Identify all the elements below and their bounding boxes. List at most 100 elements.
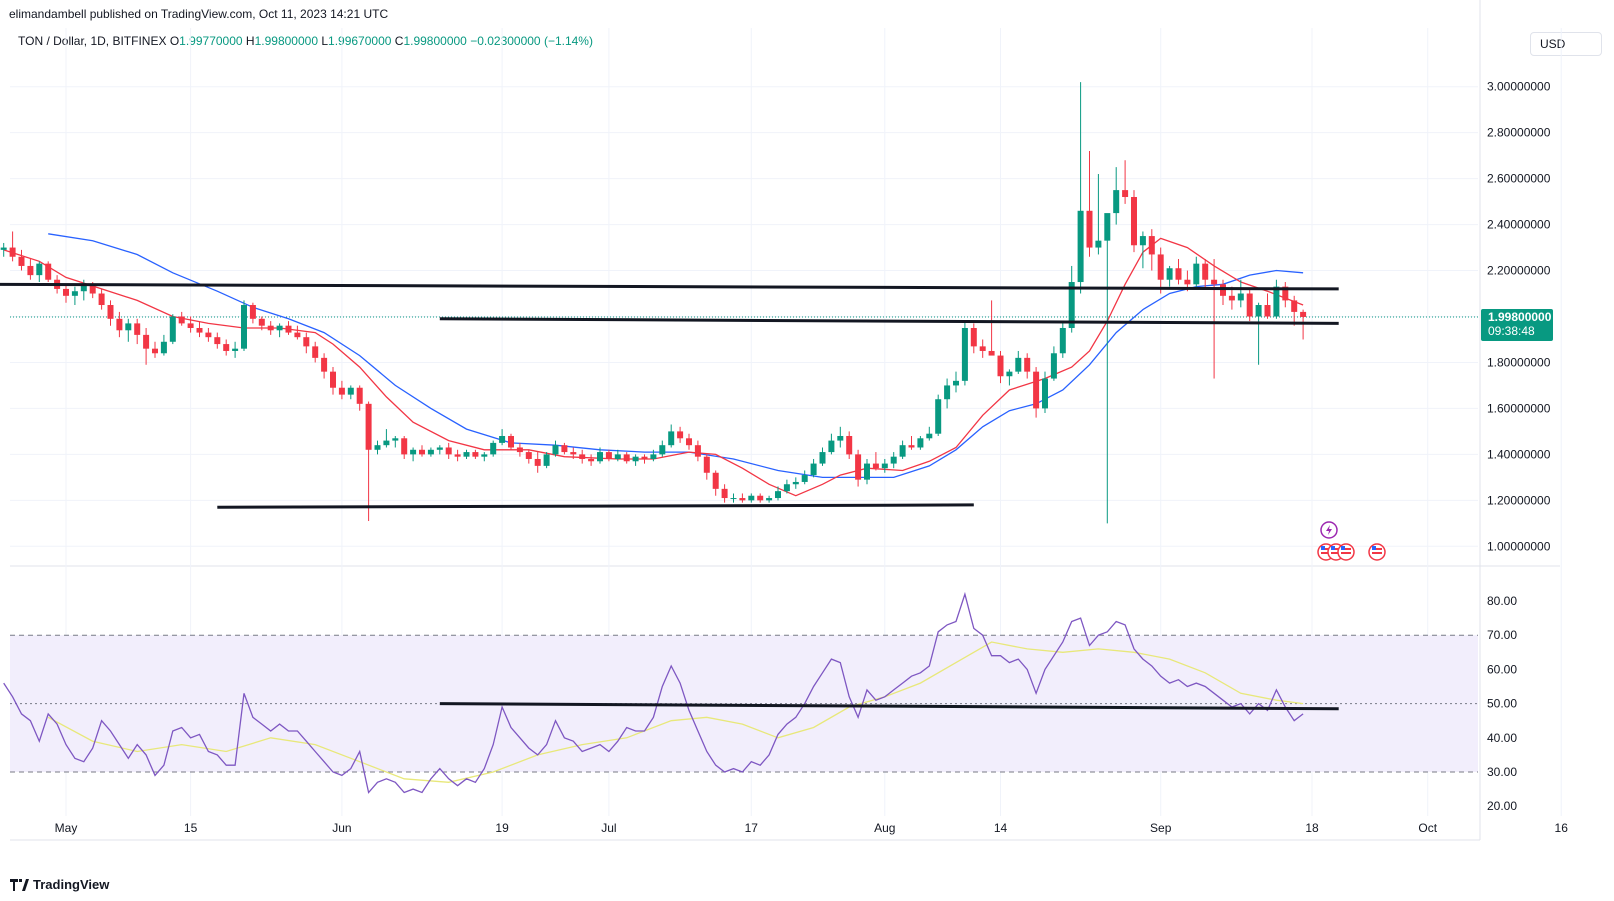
candle-body — [321, 357, 328, 372]
close-label: C — [394, 34, 404, 48]
change-value: −0.02300000 (−1.14%) — [470, 34, 593, 48]
candle-body — [1264, 305, 1271, 317]
time-tick-label: 14 — [994, 821, 1008, 835]
candle-body — [116, 318, 123, 331]
candle-body — [641, 456, 648, 459]
candle-body — [1077, 210, 1084, 283]
symbol-label[interactable]: TON / Dollar, 1D, BITFINEX — [18, 34, 167, 48]
candle-body — [846, 435, 853, 455]
candle-body — [588, 458, 595, 462]
candle-body — [961, 327, 968, 381]
candle-body — [1033, 371, 1040, 409]
candle-body — [107, 305, 114, 319]
candle-body — [1184, 279, 1191, 285]
candle-body — [1148, 236, 1155, 255]
candle-body — [1211, 279, 1218, 285]
candle-body — [623, 454, 630, 462]
candle-body — [819, 452, 826, 464]
candle-body — [801, 475, 808, 482]
lightning-glyph-icon — [1326, 525, 1332, 535]
candle-body — [338, 387, 345, 395]
candle-body — [89, 284, 96, 294]
flag-stripe — [1341, 548, 1351, 550]
candle-body — [294, 332, 301, 338]
candle-body — [152, 348, 158, 354]
rsi-band — [10, 635, 1478, 772]
trend-line[interactable] — [439, 317, 1339, 325]
candle-body — [783, 484, 790, 492]
candle-body — [481, 454, 488, 457]
close-value: 1.99800000 — [403, 34, 467, 48]
candle-body — [27, 265, 34, 276]
candle-body — [160, 341, 167, 354]
flag-canton — [1321, 546, 1325, 550]
currency-label: USD — [1540, 37, 1566, 51]
candle-body — [881, 463, 888, 469]
price-tick-label: 2.40000000 — [1487, 218, 1551, 232]
flag-stripe — [1372, 552, 1382, 554]
candle-body — [1015, 357, 1022, 372]
candle-body — [864, 463, 870, 480]
time-tick-label: May — [55, 821, 78, 835]
candle-body — [668, 431, 675, 446]
candle-body — [1157, 254, 1164, 280]
ma-slow-line — [48, 233, 1304, 479]
candle-body — [703, 456, 710, 473]
candle-body — [187, 323, 194, 328]
publisher-caption: elimandambell published on TradingView.c… — [9, 7, 389, 21]
candle-body — [267, 325, 274, 331]
candle-body — [757, 495, 764, 501]
candle-body — [694, 445, 701, 457]
candle-body — [1228, 295, 1235, 301]
price-tick-label: 2.80000000 — [1487, 126, 1551, 140]
price-tick-label: 3.00000000 — [1487, 80, 1551, 94]
candle-body — [748, 495, 755, 501]
rsi-tick-label: 50.00 — [1487, 697, 1517, 711]
candle-body — [1131, 197, 1137, 246]
trend-line[interactable] — [217, 503, 974, 509]
candle-body — [303, 337, 310, 347]
candle-body — [347, 387, 354, 395]
candle-body — [18, 256, 25, 266]
candle-body — [953, 380, 959, 386]
candle-body — [855, 454, 862, 480]
candle-body — [98, 293, 105, 306]
candle-body — [721, 488, 728, 499]
candle-body — [427, 449, 434, 455]
candle-body — [1086, 210, 1093, 248]
candle-body — [223, 344, 230, 351]
candle-body — [196, 327, 203, 333]
ohlc-legend: TON / Dollar, 1D, BITFINEX O1.99770000 H… — [18, 34, 593, 48]
rsi-trend-line[interactable] — [439, 702, 1339, 711]
rsi-tick-label: 20.00 — [1487, 799, 1517, 813]
candle-body — [401, 438, 408, 455]
high-label: H — [245, 34, 255, 48]
candle-body — [1175, 268, 1182, 280]
candle-body — [516, 447, 523, 453]
candle-body — [258, 318, 265, 326]
flag-canton — [1331, 546, 1335, 550]
candle-body — [712, 472, 719, 489]
candle-body — [365, 403, 372, 450]
candle-body — [1220, 284, 1226, 296]
candle-body — [908, 445, 915, 448]
candle-body — [1273, 286, 1280, 317]
flag-stripe — [1331, 552, 1341, 554]
candle-body — [810, 463, 817, 476]
price-tick-label: 1.60000000 — [1487, 401, 1551, 415]
trend-line[interactable] — [0, 282, 1339, 291]
candle-body — [419, 449, 425, 455]
currency-selector[interactable]: USD — [1530, 32, 1602, 56]
price-tag — [1481, 308, 1553, 341]
candle-body — [383, 440, 390, 446]
time-tick-label: 15 — [184, 821, 198, 835]
time-tick-label: Jul — [601, 821, 616, 835]
candle-body — [330, 371, 336, 388]
candle-body — [552, 445, 559, 455]
candle-body — [650, 454, 657, 459]
candle-body — [1139, 236, 1146, 246]
flag-stripe — [1341, 552, 1351, 554]
candle-body — [205, 332, 212, 338]
tradingview-logo[interactable]: TradingView — [10, 877, 109, 892]
